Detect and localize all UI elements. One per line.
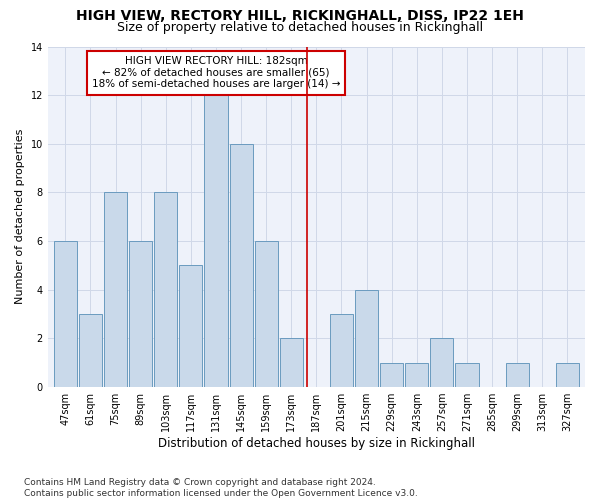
Bar	[205, 95, 227, 387]
Bar	[230, 144, 253, 387]
Bar	[154, 192, 178, 387]
Bar	[54, 241, 77, 387]
Bar	[355, 290, 378, 387]
Bar	[330, 314, 353, 387]
Bar	[506, 363, 529, 387]
Text: HIGH VIEW RECTORY HILL: 182sqm
← 82% of detached houses are smaller (65)
18% of : HIGH VIEW RECTORY HILL: 182sqm ← 82% of …	[92, 56, 340, 90]
Bar	[254, 241, 278, 387]
Y-axis label: Number of detached properties: Number of detached properties	[15, 129, 25, 304]
X-axis label: Distribution of detached houses by size in Rickinghall: Distribution of detached houses by size …	[158, 437, 475, 450]
Text: Contains HM Land Registry data © Crown copyright and database right 2024.
Contai: Contains HM Land Registry data © Crown c…	[24, 478, 418, 498]
Bar	[455, 363, 479, 387]
Bar	[104, 192, 127, 387]
Bar	[129, 241, 152, 387]
Bar	[280, 338, 303, 387]
Bar	[380, 363, 403, 387]
Bar	[405, 363, 428, 387]
Text: Size of property relative to detached houses in Rickinghall: Size of property relative to detached ho…	[117, 21, 483, 34]
Bar	[179, 266, 202, 387]
Bar	[556, 363, 579, 387]
Bar	[430, 338, 454, 387]
Text: HIGH VIEW, RECTORY HILL, RICKINGHALL, DISS, IP22 1EH: HIGH VIEW, RECTORY HILL, RICKINGHALL, DI…	[76, 9, 524, 23]
Bar	[79, 314, 102, 387]
